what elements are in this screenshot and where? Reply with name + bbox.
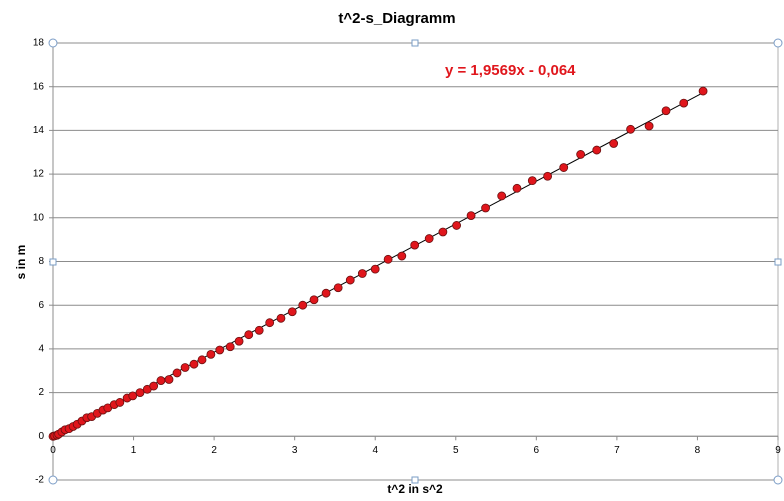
selection-handles (48, 38, 783, 485)
data-point (626, 124, 635, 134)
data-point (265, 318, 275, 328)
data-point (370, 264, 380, 274)
y-axis-title: s in m (14, 245, 28, 280)
handle (773, 38, 783, 48)
x-tick-label: 3 (292, 445, 298, 456)
data-point (234, 336, 244, 346)
y-tick-label: 6 (38, 300, 44, 311)
y-tick-label: 8 (38, 256, 44, 267)
handle (411, 476, 419, 484)
data-point (206, 349, 216, 359)
data-point (592, 145, 602, 155)
x-tick-label: 2 (211, 445, 217, 456)
data-point (128, 391, 138, 401)
y-tick-label: 18 (33, 38, 45, 49)
trendline-equation: y = 1,9569x - 0,064 (445, 62, 576, 79)
handle (48, 475, 58, 485)
data-point (679, 98, 689, 108)
handle (49, 258, 57, 266)
y-tick-label: -2 (35, 475, 44, 486)
data-point (543, 171, 553, 181)
data-point (345, 275, 355, 285)
data-point (609, 139, 619, 148)
data-point (309, 295, 319, 305)
y-tick-label: 4 (38, 344, 44, 355)
x-tick-label: 0 (50, 445, 56, 456)
data-point (383, 254, 393, 264)
data-point (424, 234, 434, 243)
data-point (466, 211, 476, 221)
data-point (644, 121, 654, 131)
data-point (576, 150, 586, 159)
y-tick-label: 16 (33, 81, 45, 92)
y-tick-label: 12 (33, 169, 45, 180)
x-tick-label: 9 (775, 445, 781, 456)
data-point (357, 269, 367, 278)
data-point (115, 398, 125, 407)
data-point (527, 176, 537, 186)
data-point (410, 240, 420, 250)
y-tick-label: 0 (38, 431, 44, 442)
data-point (298, 300, 308, 310)
data-point (397, 251, 407, 261)
data-point (559, 163, 569, 172)
data-point (321, 288, 331, 298)
data-point (149, 381, 159, 391)
data-point (244, 330, 254, 340)
x-axis-title: t^2 in s^2 (387, 482, 443, 496)
handle (774, 258, 782, 266)
data-point (156, 376, 166, 385)
x-tick-label: 6 (534, 445, 540, 456)
data-point (164, 375, 174, 384)
data-point (189, 359, 199, 369)
data-point (276, 313, 286, 323)
handle (48, 38, 58, 48)
data-point (180, 363, 190, 372)
chart-title: t^2-s_Diagramm (338, 10, 455, 27)
data-point (172, 368, 182, 378)
data-point (197, 355, 207, 365)
x-tick-label: 7 (614, 445, 620, 456)
data-point (661, 106, 671, 116)
data-point (698, 86, 708, 96)
data-point (225, 342, 235, 352)
x-tick-label: 5 (453, 445, 459, 456)
data-point (438, 227, 448, 237)
y-tick-label: 2 (38, 387, 44, 398)
data-point (254, 325, 264, 335)
y-tick-label: 10 (33, 212, 45, 223)
x-tick-label: 4 (372, 445, 378, 456)
data-point (497, 191, 507, 201)
data-point (135, 388, 145, 398)
data-point (481, 203, 490, 213)
data-point (452, 221, 461, 230)
data-point (333, 283, 343, 293)
handle (411, 39, 419, 47)
x-tick-label: 8 (695, 445, 701, 456)
x-tick-label: 1 (131, 445, 137, 456)
handle (773, 475, 783, 485)
data-point (512, 183, 522, 193)
data-point (287, 307, 297, 317)
data-point (215, 345, 225, 355)
y-tick-label: 14 (33, 125, 45, 136)
